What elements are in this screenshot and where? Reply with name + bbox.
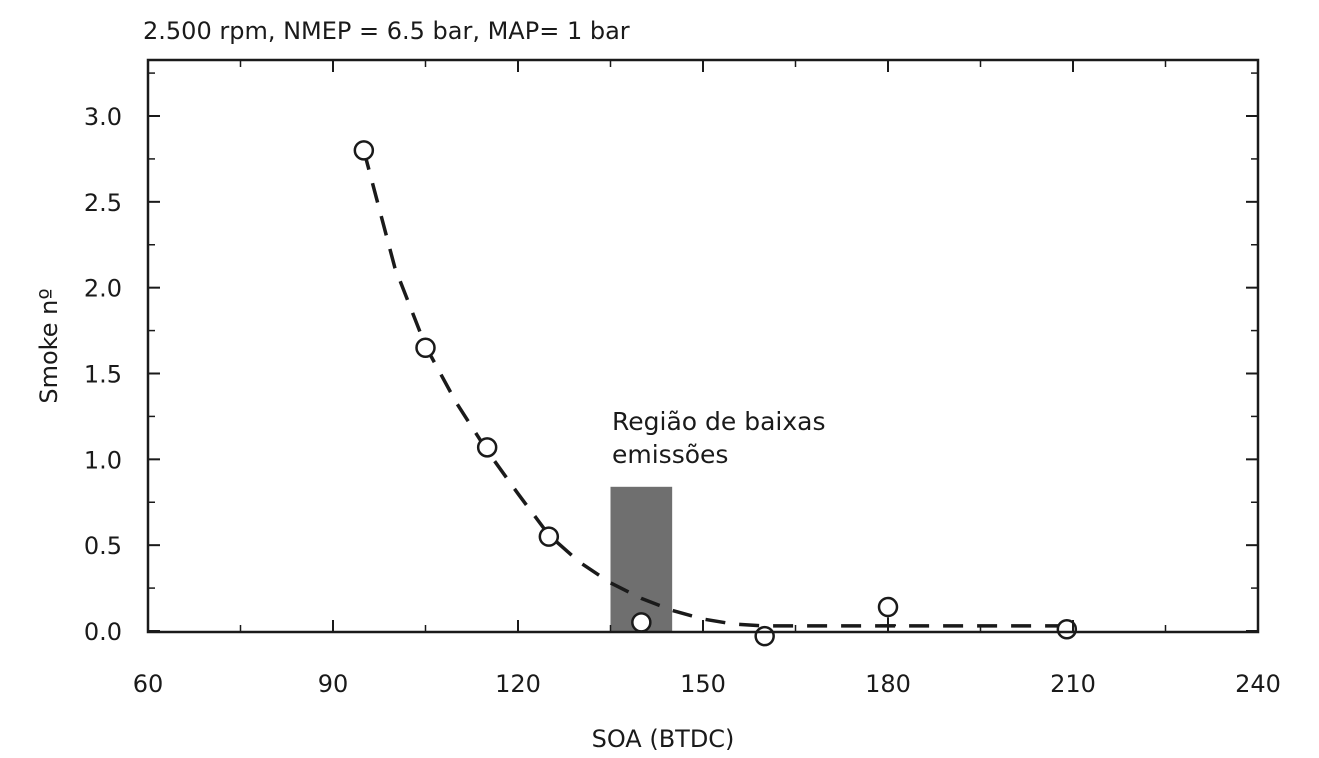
plot-frame xyxy=(146,58,1260,634)
x-tick-label: 90 xyxy=(318,670,349,698)
data-point xyxy=(877,596,899,618)
x-tick-label: 60 xyxy=(133,670,164,698)
x-tick-label: 120 xyxy=(495,670,541,698)
y-tick-label: 2.0 xyxy=(84,275,122,303)
y-axis-title: Smoke nº xyxy=(35,288,63,403)
annotation-line-1: Região de baixas xyxy=(612,407,825,436)
data-point xyxy=(476,437,498,458)
annotation-line-2: emissões xyxy=(612,440,728,469)
data-point xyxy=(353,140,375,161)
x-tick-label: 240 xyxy=(1235,670,1281,698)
data-point xyxy=(754,625,775,647)
data-point xyxy=(631,612,652,633)
chart-title: 2.500 rpm, NMEP = 6.5 bar, MAP= 1 bar xyxy=(143,17,630,45)
x-tick-label: 210 xyxy=(1050,670,1096,698)
y-tick-label: 0.0 xyxy=(84,618,122,646)
y-tick-label: 2.5 xyxy=(84,189,122,217)
y-tick-label: 1.0 xyxy=(84,446,122,474)
data-point xyxy=(1056,619,1078,640)
trend-line xyxy=(362,149,1073,628)
x-tick-label: 180 xyxy=(865,670,911,698)
x-tick-label: 150 xyxy=(680,670,726,698)
y-tick-label: 1.5 xyxy=(84,361,122,389)
low-emission-region xyxy=(610,486,673,631)
data-point xyxy=(538,526,560,547)
x-axis-title: SOA (BTDC) xyxy=(592,725,735,753)
y-tick-label: 0.5 xyxy=(84,532,122,560)
y-tick-label: 3.0 xyxy=(84,103,122,131)
data-point xyxy=(415,337,436,358)
